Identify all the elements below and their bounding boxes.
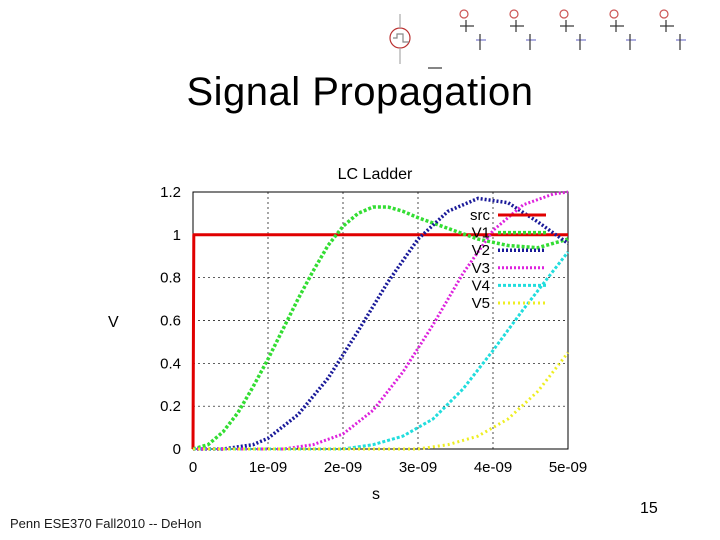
ladder-stages-icon: [459, 9, 686, 50]
series-line-v4: [193, 251, 570, 451]
series-lines: [191, 190, 570, 451]
x-tick-label: 1e-09: [249, 459, 287, 476]
y-tick-label: 1.2: [160, 184, 181, 201]
y-tick-label: 1: [173, 227, 181, 244]
y-tick-label: 0.2: [160, 398, 181, 415]
x-tick-label: 3e-09: [399, 459, 437, 476]
legend-label-src: src: [470, 207, 490, 224]
x-tick-label: 4e-09: [474, 459, 512, 476]
voltage-source-icon: [389, 14, 442, 69]
x-tick-label: 5e-09: [549, 459, 587, 476]
legend-label-v1: V1: [472, 225, 490, 242]
slide-title: Signal Propagation: [186, 70, 534, 114]
footer-text: Penn ESE370 Fall2010 -- DeHon: [10, 516, 202, 531]
axis-ticks: 0 0.2 0.4 0.6 0.8 1 1.2 0 1e-09 2e-09 3e-09 4e-09 5e…: [160, 184, 587, 476]
series-line-v1: [192, 205, 569, 451]
series-line-v5: [193, 351, 570, 451]
ladder-schematic: [389, 9, 686, 69]
y-axis-label: V: [108, 314, 119, 331]
legend-label-v2: V2: [472, 242, 490, 259]
y-tick-label: 0.4: [160, 355, 181, 372]
grid-lines: [193, 192, 568, 449]
x-tick-label: 0: [189, 459, 197, 476]
chart-title: LC Ladder: [337, 166, 413, 183]
y-tick-label: 0.8: [160, 270, 181, 287]
y-tick-label: 0: [173, 441, 181, 458]
legend-label-v3: V3: [472, 260, 490, 277]
legend-label-v5: V5: [472, 295, 490, 312]
legend-label-v4: V4: [472, 277, 490, 294]
page-number: 15: [640, 500, 658, 517]
x-tick-label: 2e-09: [324, 459, 362, 476]
x-axis-label: s: [372, 486, 380, 503]
y-tick-label: 0.6: [160, 313, 181, 330]
series-line-src: [191, 233, 568, 450]
